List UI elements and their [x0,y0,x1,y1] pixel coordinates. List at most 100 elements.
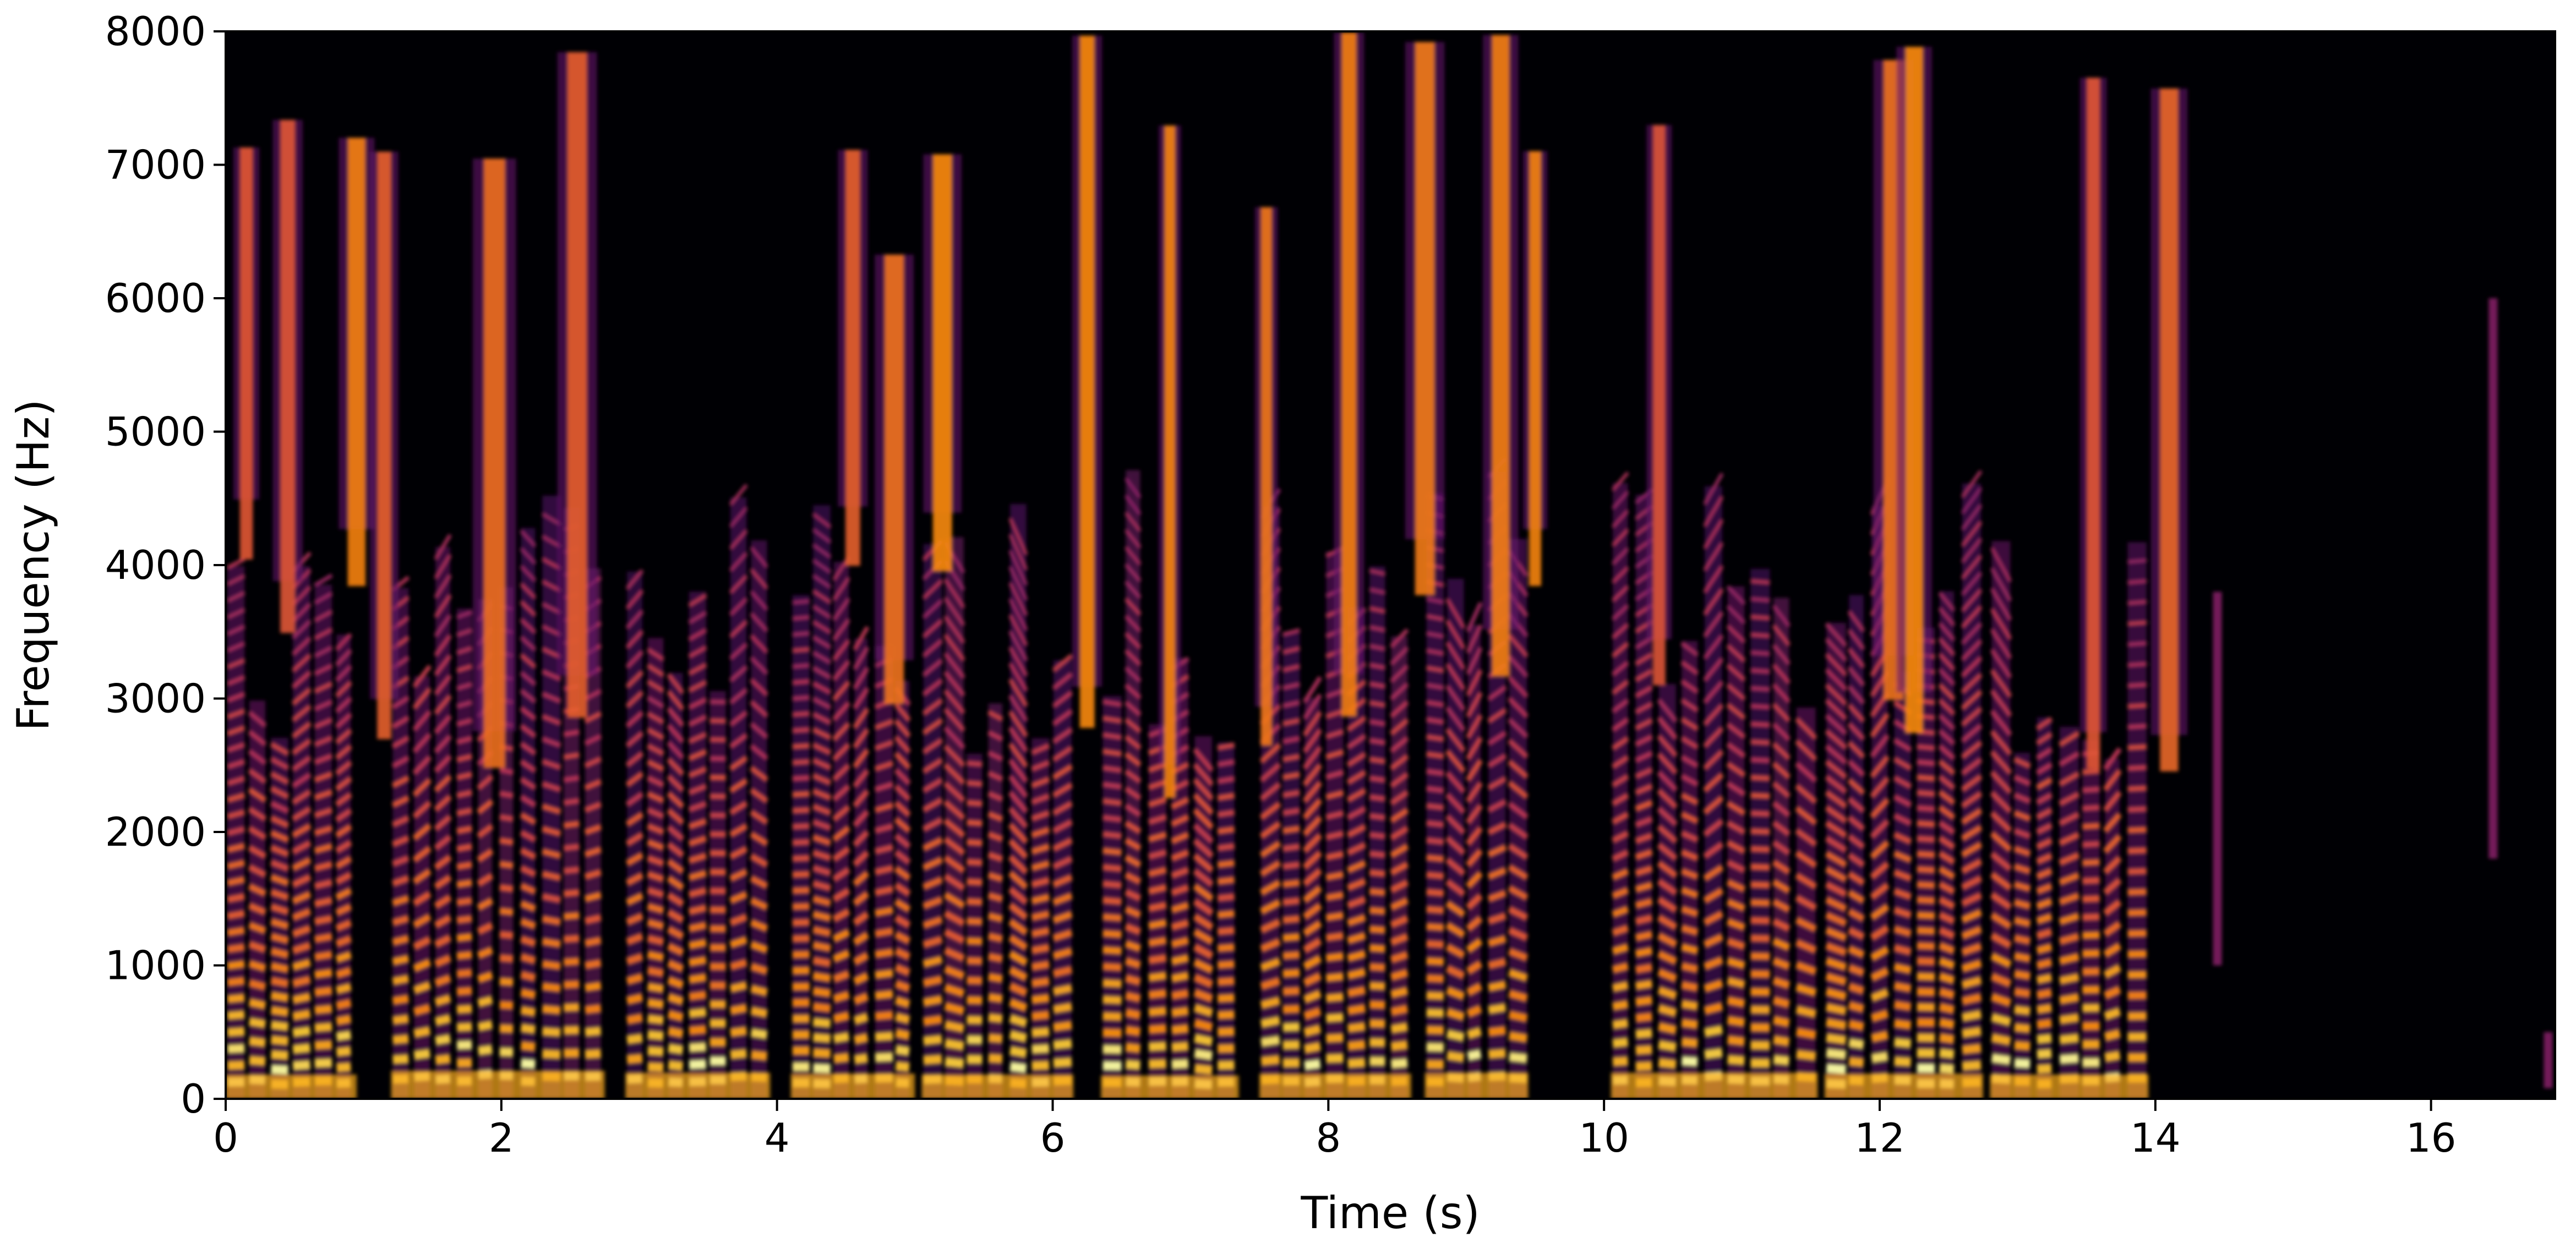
harmonic-line [1124,615,1142,633]
harmonic-line [1445,620,1466,650]
harmonic-line [2037,1034,2052,1044]
voiced-segment [391,495,605,1099]
harmonic-line [646,759,665,772]
harmonic-line [314,1041,332,1050]
harmonic-line [335,824,352,838]
harmonic-line [1869,861,1890,880]
harmonic-line [2036,943,2053,954]
harmonic-line [853,626,870,651]
harmonic-line [314,807,333,818]
harmonic-line [1426,1043,1444,1052]
harmonic-line [456,610,473,620]
harmonic-line [1847,908,1865,922]
harmonic-line [875,969,894,979]
harmonic-line [1052,727,1073,744]
harmonic-line [541,669,561,681]
harmonic-line [812,697,832,710]
harmonic-line [750,853,768,868]
harmonic-line [832,991,850,1003]
harmonic-line [894,735,912,754]
harmonic-line [1990,669,2012,698]
harmonic-line [1611,528,1629,547]
harmonic-line [2127,579,2147,585]
harmonic-line [625,629,644,649]
harmonic-line [1726,820,1746,835]
harmonic-line [434,714,452,735]
harmonic-line [1726,624,1746,644]
harmonic-line [1794,784,1818,804]
harmonic-line [1750,597,1770,603]
harmonic-line [1703,565,1724,594]
harmonic-line [456,807,473,817]
harmonic-line [688,922,707,932]
harmonic-line [1772,664,1791,685]
harmonic-line [688,973,707,984]
harmonic-line [2103,943,2122,958]
harmonic-line [1939,988,1955,999]
fricative-burst [1905,47,1923,733]
harmonic-line [392,1015,410,1025]
harmonic-line [1893,775,1912,789]
harmonic-line [667,673,685,694]
harmonic-line [1103,930,1122,938]
harmonic-line [1347,968,1366,979]
harmonic-line [1772,644,1791,665]
harmonic-line [667,993,684,1005]
harmonic-line [1103,946,1122,955]
harmonic-line [1008,534,1028,571]
formant-haze [249,700,266,1099]
harmonic-line [412,710,432,732]
harmonic-line [749,788,769,803]
harmonic-line [2059,1014,2080,1025]
harmonic-line [2013,846,2031,857]
harmonic-line [922,877,943,890]
harmonic-line [1193,778,1214,801]
harmonic-line [1750,686,1770,692]
harmonic-line [1282,718,1301,726]
harmonic-line [1508,927,1529,941]
harmonic-line [1052,764,1073,780]
harmonic-line [894,899,911,912]
harmonic-line [336,1047,352,1057]
harmonic-line [412,665,432,688]
harmonic-line [894,801,912,817]
harmonic-line [2103,769,2122,791]
harmonic-line [1611,680,1629,695]
harmonic-line [1635,849,1653,860]
harmonic-line [943,763,966,785]
harmonic-line [1634,800,1653,812]
harmonic-line [1193,763,1214,786]
harmonic-line [2058,812,2080,826]
harmonic-line [1346,770,1367,785]
harmonic-line [1487,912,1507,924]
harmonic-line [1487,958,1507,970]
harmonic-line [647,1046,664,1056]
x-axis-label: Time (s) [1300,1187,1480,1239]
fundamental-band [1425,1072,1529,1099]
harmonic-line [520,759,537,773]
harmonic-line [1259,841,1281,858]
harmonic-line [832,577,851,601]
harmonic-line [943,689,965,714]
harmonic-line [2127,744,2147,751]
harmonic-line [1869,798,1890,819]
harmonic-line [2082,786,2100,793]
harmonic-line [1938,775,1956,790]
harmonic-line [314,933,333,943]
harmonic-line [943,652,965,679]
harmonic-line [688,662,707,676]
harmonic-line [1426,837,1444,845]
harmonic-line [1102,765,1122,773]
harmonic-line [626,993,643,1005]
fricative-burst [483,158,505,768]
harmonic-line [2013,988,2031,998]
harmonic-line [1635,1045,1652,1055]
harmonic-line [1487,799,1507,813]
harmonic-line [477,1020,493,1031]
harmonic-line [1426,974,1444,983]
harmonic-line [541,803,561,814]
harmonic-line [1509,1052,1528,1063]
harmonic-line [1825,775,1848,794]
harmonic-line [1961,470,1983,499]
harmonic-line [541,826,561,837]
